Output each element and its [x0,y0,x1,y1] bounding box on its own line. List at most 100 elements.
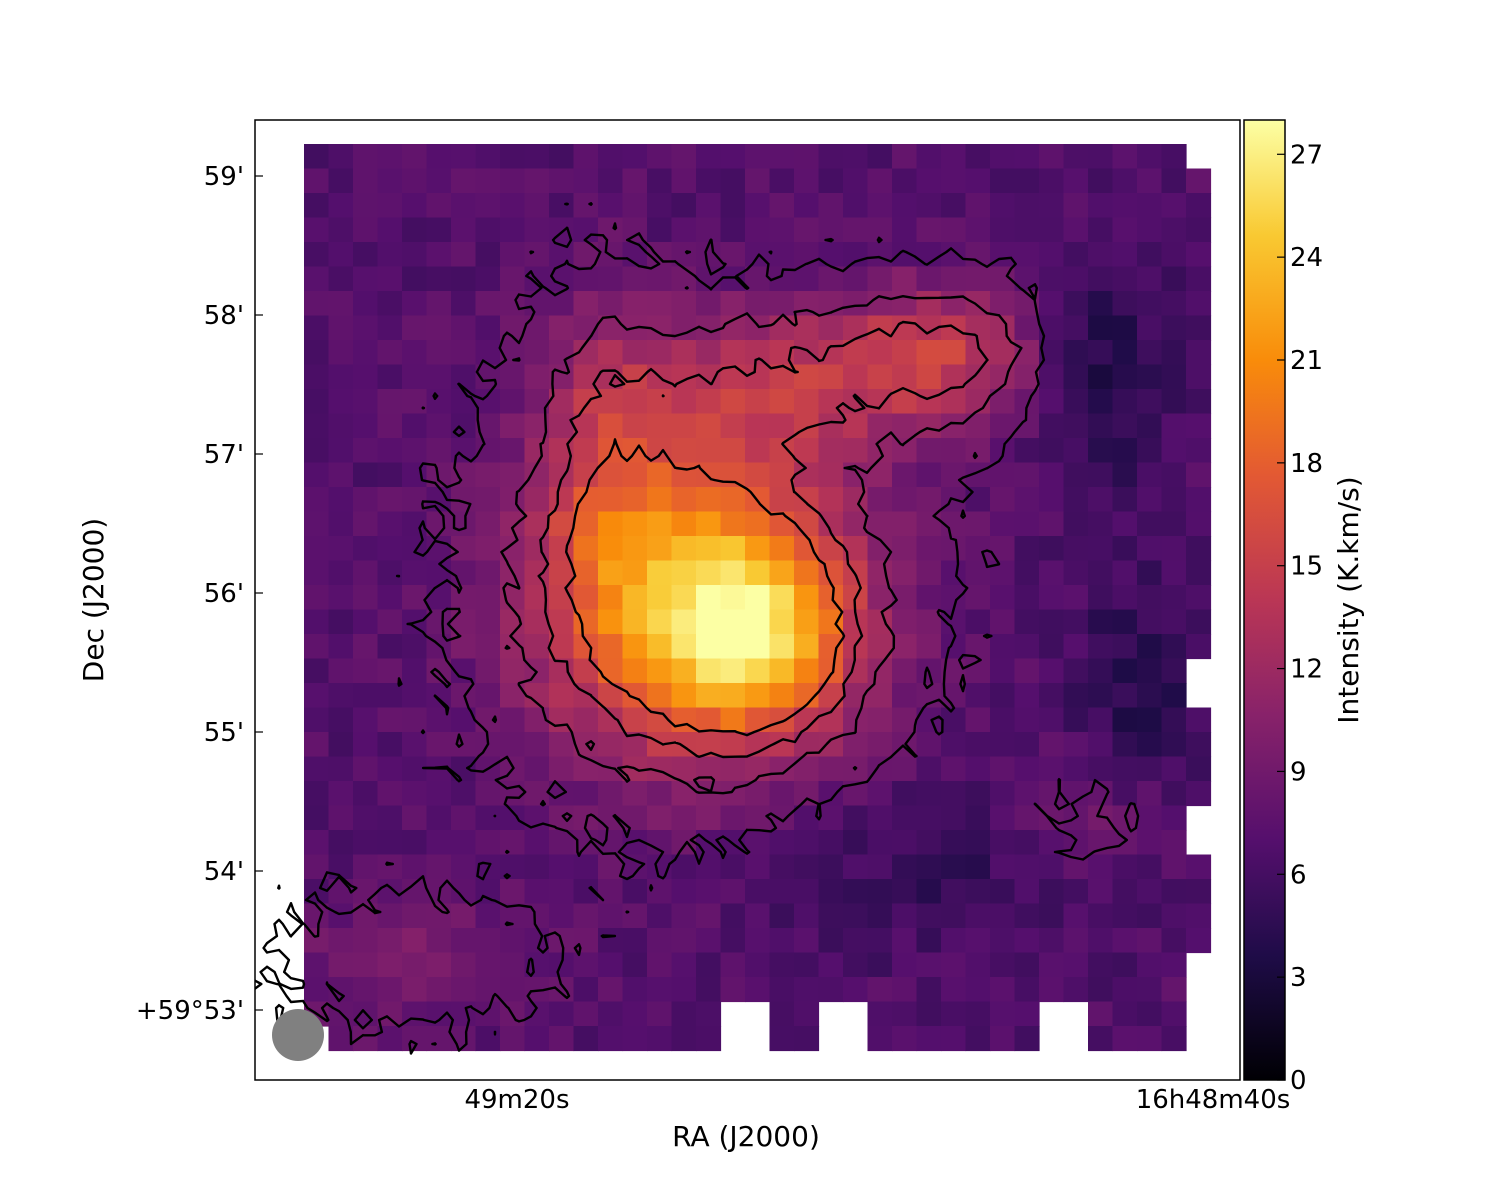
x-tick-label-2: 16h48m40s [1136,1085,1291,1115]
heatmap-cell [328,952,354,978]
heatmap-cell [867,364,893,390]
heatmap-cell [1039,879,1065,905]
heatmap-cell [475,830,501,856]
heatmap-cell [304,707,330,733]
heatmap-cell [720,291,746,317]
heatmap-cell [990,854,1016,880]
heatmap-cell [1112,144,1138,170]
heatmap-cell [916,732,942,758]
heatmap-cell [965,928,991,954]
heatmap-cell [304,291,330,317]
heatmap-cell [1186,340,1212,366]
heatmap-cell [867,315,893,341]
heatmap-cell [720,805,746,831]
heatmap-cell [990,732,1016,758]
heatmap-cell [769,707,795,733]
heatmap-cell [524,781,550,807]
heatmap-cell [916,217,942,243]
heatmap-cell [573,977,599,1003]
heatmap-cell [451,291,477,317]
heatmap-cell [304,193,330,219]
contour-level [537,320,989,759]
heatmap-cell [1137,903,1163,929]
heatmap-cell [916,756,942,782]
heatmap-cell [304,658,330,684]
heatmap-cell [1112,193,1138,219]
heatmap-cell [402,315,428,341]
heatmap-cell [1186,781,1212,807]
heatmap-cell [304,315,330,341]
heatmap-cell [304,217,330,243]
heatmap-cell [1112,536,1138,562]
heatmap-cell [1063,756,1089,782]
heatmap-cell [696,805,722,831]
heatmap-cell [1161,830,1187,856]
heatmap-cell [916,438,942,464]
heatmap-cell [843,879,869,905]
heatmap-cell [598,585,624,611]
heatmap-cell [794,168,820,194]
heatmap-cell [353,291,379,317]
heatmap-cell [1186,707,1212,733]
heatmap-cell [867,242,893,268]
heatmap-cell [426,266,452,292]
heatmap-cell [377,683,403,709]
heatmap-cell [304,438,330,464]
heatmap-cell [720,536,746,562]
heatmap-cell [402,462,428,488]
heatmap-cell [1112,413,1138,439]
heatmap-cell [1161,658,1187,684]
heatmap-cell [892,340,918,366]
heatmap-cell [1137,242,1163,268]
heatmap-cell [818,658,844,684]
heatmap-cell [402,242,428,268]
heatmap-cell [328,658,354,684]
heatmap-cell [1161,903,1187,929]
heatmap-cell [328,707,354,733]
colorbar-tick-label: 24 [1290,243,1323,273]
heatmap-cell [377,1001,403,1027]
heatmap-cell [426,413,452,439]
colorbar-tick-label: 3 [1290,963,1307,993]
heatmap-cell [622,658,648,684]
heatmap-cell [965,438,991,464]
heatmap-cell [892,609,918,635]
heatmap-cell [328,585,354,611]
colorbar-ticks: 0 3 6 9 12 15 18 21 24 27 [1277,140,1323,1096]
heatmap-cell [745,609,771,635]
heatmap-cell [769,952,795,978]
heatmap-cell [671,903,697,929]
heatmap-cell [769,658,795,684]
heatmap-cell [1112,1026,1138,1052]
heatmap-cell [1063,977,1089,1003]
heatmap-cell [696,658,722,684]
heatmap-cell [524,1026,550,1052]
heatmap-cell [867,658,893,684]
heatmap-cell [647,585,673,611]
heatmap-cell [843,903,869,929]
heatmap-cell [377,854,403,880]
heatmap-cell [794,462,820,488]
heatmap-cell [916,805,942,831]
heatmap-cell [402,364,428,390]
heatmap-cell [1063,585,1089,611]
heatmap-cell [500,266,526,292]
heatmap-cell [892,952,918,978]
heatmap-cell [573,634,599,660]
heatmap-cell [965,511,991,537]
heatmap-cell [549,683,575,709]
heatmap-cell [720,707,746,733]
heatmap-cell [475,805,501,831]
heatmap-cell [647,291,673,317]
heatmap-cell [671,952,697,978]
heatmap-cell [328,242,354,268]
heatmap-cell [500,462,526,488]
heatmap-cell [647,217,673,243]
heatmap-cell [573,168,599,194]
heatmap-cell [1137,389,1163,415]
heatmap-cell [426,854,452,880]
heatmap-cell [892,879,918,905]
heatmap-cell [353,315,379,341]
colorbar-tick-label: 15 [1290,552,1323,582]
heatmap-cell [598,732,624,758]
